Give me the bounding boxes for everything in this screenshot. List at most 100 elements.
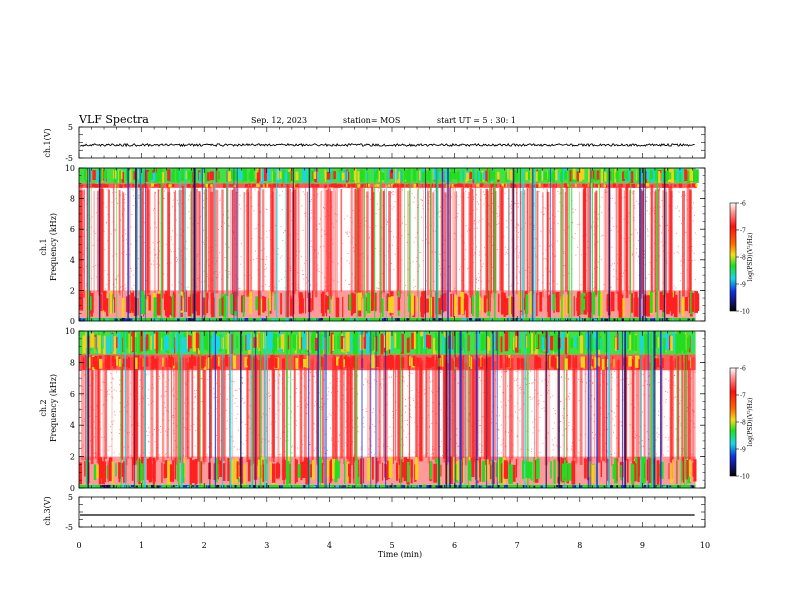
streak <box>481 362 483 460</box>
noise-dot <box>405 399 406 400</box>
noise-dot <box>405 224 407 226</box>
noise-dot <box>655 439 657 441</box>
streak <box>295 184 298 291</box>
streak <box>537 362 539 460</box>
streak <box>631 359 634 465</box>
noise-dot <box>340 399 342 401</box>
noise-dot <box>248 415 250 417</box>
noise-dot <box>96 428 98 430</box>
noise-dot <box>623 238 625 240</box>
band-streak <box>342 296 344 318</box>
noise-dot <box>592 432 593 433</box>
noise-dot <box>190 425 192 427</box>
noise-dot <box>624 269 626 271</box>
noise-dot <box>173 449 175 451</box>
noise-dot <box>510 212 512 214</box>
band-streak <box>210 293 215 314</box>
noise-dot <box>390 262 392 264</box>
noise-dot <box>187 199 189 201</box>
band-streak <box>101 318 105 321</box>
noise-dot <box>130 243 132 245</box>
band-streak <box>233 184 236 188</box>
streak <box>434 359 437 463</box>
noise-dot <box>594 399 595 401</box>
streak <box>215 189 219 294</box>
noise-dot <box>415 261 417 262</box>
noise-dot <box>562 415 564 417</box>
band-streak <box>507 168 510 180</box>
noise-dot <box>549 230 551 232</box>
band-streak <box>266 183 269 188</box>
band-streak <box>292 318 296 321</box>
noise-dot <box>302 191 304 193</box>
noise-dot <box>680 264 682 266</box>
noise-dot <box>514 202 515 204</box>
band-streak <box>548 294 551 311</box>
dropout-line <box>561 168 563 321</box>
band-streak <box>209 318 211 321</box>
streak <box>463 184 464 296</box>
streak <box>247 362 251 464</box>
noise-dot <box>607 383 609 385</box>
noise-dot <box>523 193 525 195</box>
noise-dot <box>378 421 380 423</box>
band-streak <box>298 292 303 314</box>
noise-dot <box>82 447 84 449</box>
band-streak <box>655 318 657 321</box>
noise-dot <box>81 378 82 380</box>
noise-dot <box>186 248 188 250</box>
streak <box>488 357 491 465</box>
dropout-line <box>493 168 496 321</box>
noise-dot <box>242 398 244 400</box>
noise-dot <box>330 414 332 416</box>
noise-dot <box>347 253 349 254</box>
band-streak <box>547 170 551 182</box>
band-streak <box>691 293 695 312</box>
band-streak <box>431 296 435 318</box>
noise-dot <box>396 248 398 250</box>
noise-dot <box>360 447 362 449</box>
noise-dot <box>369 428 370 430</box>
noise-dot <box>336 214 338 216</box>
noise-dot <box>557 191 559 193</box>
noise-dot <box>332 243 334 245</box>
noise-dot <box>542 442 544 444</box>
noise-dot <box>428 202 430 204</box>
streak <box>192 186 194 299</box>
noise-dot <box>346 215 348 217</box>
noise-dot <box>163 273 165 275</box>
streak <box>174 190 176 298</box>
band-streak <box>250 169 254 182</box>
noise-dot <box>281 278 283 280</box>
noise-dot <box>514 380 516 382</box>
noise-dot <box>560 400 562 402</box>
noise-dot <box>628 237 630 239</box>
noise-dot <box>284 230 286 232</box>
noise-dot <box>115 278 117 280</box>
streak <box>83 189 85 298</box>
noise-dot <box>228 217 230 219</box>
noise-dot <box>567 378 569 380</box>
noise-dot <box>173 395 175 397</box>
noise-dot <box>613 275 615 277</box>
noise-dot <box>401 222 403 224</box>
band-streak <box>210 184 213 188</box>
noise-dot <box>468 267 470 269</box>
noise-dot <box>533 442 535 444</box>
figure-title: VLF Spectra <box>78 113 149 126</box>
dropout-line <box>589 168 591 321</box>
streak <box>393 357 394 464</box>
noise-dot <box>620 421 622 423</box>
ch1-waveform-line <box>79 142 695 148</box>
noise-dot <box>285 440 287 442</box>
noise-dot <box>653 210 655 212</box>
noise-dot <box>648 453 650 455</box>
noise-dot <box>139 379 141 381</box>
noise-dot <box>104 270 106 272</box>
noise-dot <box>332 261 334 263</box>
noise-dot <box>673 252 675 254</box>
noise-dot <box>240 256 242 258</box>
band-streak <box>635 291 638 310</box>
noise-dot <box>249 405 251 407</box>
band-streak <box>455 184 459 187</box>
